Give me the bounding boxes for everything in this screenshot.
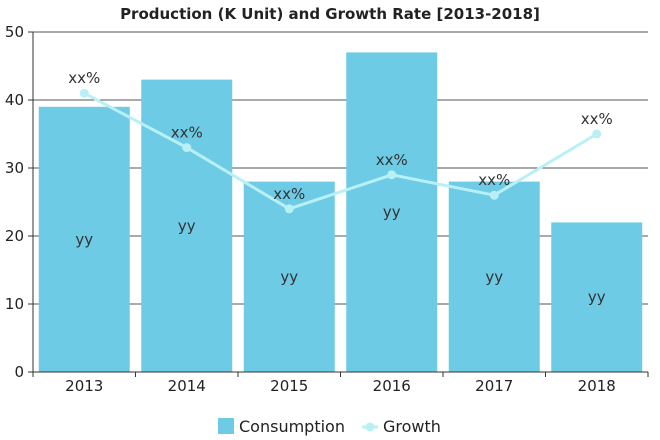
bar-2018 <box>551 222 643 372</box>
bar-2014 <box>141 79 233 372</box>
bar-value-label: yy <box>485 268 503 286</box>
x-tick-label: 2014 <box>168 377 206 395</box>
growth-point-2015 <box>284 204 294 214</box>
y-tick-label: 10 <box>5 295 24 313</box>
gridlines <box>33 31 648 305</box>
growth-point-2013 <box>79 88 89 98</box>
growth-point-label: xx% <box>581 110 613 128</box>
growth-point-2017 <box>489 190 499 200</box>
axes: 0 10 20 30 40 50 2013 2014 2015 2016 2017 2018 <box>5 23 649 395</box>
legend-swatch-consumption <box>218 418 234 434</box>
legend: Consumption Growth <box>218 417 441 436</box>
growth-point-2014 <box>182 143 192 153</box>
bar-value-label: yy <box>75 230 93 248</box>
bar-2015 <box>243 181 335 372</box>
x-tick-label: 2016 <box>373 377 411 395</box>
growth-point-label: xx% <box>478 171 510 189</box>
bar-2013 <box>38 106 130 373</box>
chart-title: Production (K Unit) and Growth Rate [201… <box>120 5 540 23</box>
bar-value-label: yy <box>178 217 196 235</box>
bar-series: yy yy yy yy yy yy <box>38 52 643 373</box>
growth-point-label: xx% <box>68 69 100 87</box>
bar-value-label: yy <box>280 268 298 286</box>
growth-point-label: xx% <box>171 124 203 142</box>
y-tick-label: 40 <box>5 91 24 109</box>
legend-label-consumption: Consumption <box>239 417 345 436</box>
y-tick-label: 20 <box>5 227 24 245</box>
x-tick-label: 2018 <box>578 377 616 395</box>
legend-label-growth: Growth <box>383 417 441 436</box>
bar-value-label: yy <box>588 288 606 306</box>
growth-point-2016 <box>387 170 397 180</box>
line-series: xx% xx% xx% xx% xx% xx% <box>68 69 613 214</box>
bar-value-label: yy <box>383 203 401 221</box>
y-tick-label: 0 <box>14 363 24 381</box>
growth-point-label: xx% <box>376 151 408 169</box>
bar-2016 <box>346 52 438 373</box>
x-tick-label: 2017 <box>475 377 513 395</box>
y-tick-label: 50 <box>5 23 24 41</box>
growth-line <box>83 91 598 211</box>
growth-point-label: xx% <box>273 185 305 203</box>
x-tick-label: 2013 <box>65 377 103 395</box>
x-tick-label: 2015 <box>270 377 308 395</box>
y-tick-label: 30 <box>5 159 24 177</box>
growth-point-2018 <box>592 129 602 139</box>
legend-marker-growth <box>365 422 375 432</box>
bar-2017 <box>448 181 540 372</box>
